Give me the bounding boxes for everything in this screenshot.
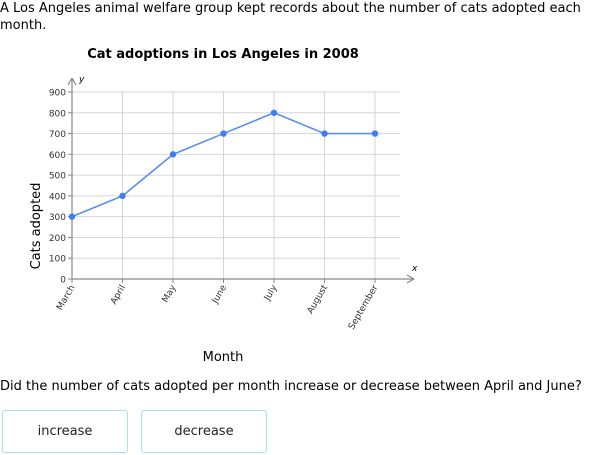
answer-increase-button[interactable]: increase [2,410,128,453]
x-tick-label-april: April [109,284,128,307]
x-tick-label-august: August [306,283,331,316]
data-point-june [220,130,227,137]
data-point-march [68,213,76,220]
y-tick-label-800: 800 [49,109,66,119]
line-chart: Cat adoptions in Los Angeles in 2008 xy … [29,47,418,365]
chart-axes: xy [67,75,418,284]
x-axis-label: Month [203,350,244,365]
x-tick-label-september: September [347,283,381,331]
y-tick-label-300: 300 [49,213,66,223]
chart-grid [72,91,400,279]
intro-text: A Los Angeles animal welfare group kept … [0,1,581,33]
y-axis-arrow [67,77,77,86]
x-tick-label-july: July [262,283,280,303]
y-tick-label-0: 0 [60,276,66,286]
data-point-april [119,192,126,200]
question-text: Did the number of cats adopted per month… [0,379,582,394]
data-point-july [270,109,278,116]
series-cats-adopted [68,109,379,220]
x-tick-labels: March April May June July August September [55,279,381,332]
y-axis-label: Cats adopted [29,183,44,270]
y-tick-label-700: 700 [49,130,66,140]
data-point-august [321,130,328,137]
y-axis-letter: y [78,75,85,85]
data-point-may [169,151,177,158]
answer-decrease-button[interactable]: decrease [141,410,267,453]
y-tick-label-400: 400 [49,192,66,202]
x-axis-letter: x [411,264,418,274]
y-tick-label-200: 200 [49,234,66,244]
chart-title: Cat adoptions in Los Angeles in 2008 [87,47,359,62]
y-tick-label-500: 500 [49,172,66,182]
x-tick-label-march: March [55,284,77,313]
y-tick-label-100: 100 [49,255,66,265]
y-tick-labels: 0 100 200 300 400 500 600 700 800 900 [49,89,72,286]
y-tick-label-900: 900 [49,89,66,99]
x-tick-label-june: June [210,283,229,306]
y-tick-label-600: 600 [49,151,66,161]
x-tick-label-may: May [161,283,179,305]
data-point-september [371,130,379,137]
x-axis-arrow [406,274,415,284]
